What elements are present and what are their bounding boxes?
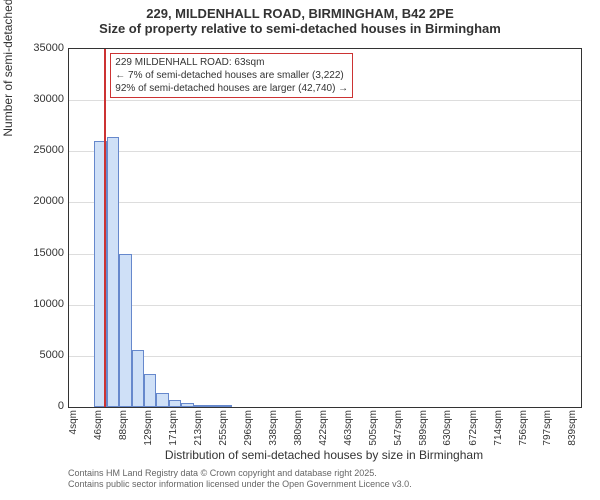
y-tick-label: 5000 bbox=[16, 349, 64, 361]
x-axis-title: Distribution of semi-detached houses by … bbox=[68, 448, 580, 462]
y-tick-label: 0 bbox=[16, 400, 64, 412]
histogram-bar bbox=[132, 350, 144, 407]
histogram-bar bbox=[119, 254, 132, 407]
histogram-bar bbox=[181, 403, 194, 407]
title-line1: 229, MILDENHALL ROAD, BIRMINGHAM, B42 2P… bbox=[0, 0, 600, 21]
y-tick-label: 20000 bbox=[16, 195, 64, 207]
histogram-bar bbox=[194, 405, 207, 407]
annotation-line3: 92% of semi-detached houses are larger (… bbox=[115, 82, 348, 95]
footer-line1: Contains HM Land Registry data © Crown c… bbox=[68, 468, 412, 479]
plot-area: 229 MILDENHALL ROAD: 63sqm ← 7% of semi-… bbox=[68, 48, 582, 408]
y-tick-label: 15000 bbox=[16, 247, 64, 259]
annotation-line2: ← 7% of semi-detached houses are smaller… bbox=[115, 69, 348, 82]
y-axis-title: Number of semi-detached properties bbox=[1, 0, 15, 137]
y-tick-label: 25000 bbox=[16, 144, 64, 156]
footer-text: Contains HM Land Registry data © Crown c… bbox=[68, 468, 412, 490]
annotation-line1: 229 MILDENHALL ROAD: 63sqm bbox=[115, 56, 348, 69]
histogram-bar bbox=[169, 400, 182, 407]
histogram-bar bbox=[107, 137, 120, 407]
histogram-bar bbox=[144, 374, 157, 407]
y-tick-label: 10000 bbox=[16, 298, 64, 310]
histogram-bar bbox=[219, 405, 232, 407]
footer-line2: Contains public sector information licen… bbox=[68, 479, 412, 490]
title-line2: Size of property relative to semi-detach… bbox=[0, 21, 600, 40]
chart-container: 229, MILDENHALL ROAD, BIRMINGHAM, B42 2P… bbox=[0, 0, 600, 500]
y-tick-label: 35000 bbox=[16, 42, 64, 54]
annotation-box: 229 MILDENHALL ROAD: 63sqm ← 7% of semi-… bbox=[110, 53, 353, 98]
histogram-bar bbox=[156, 393, 169, 407]
y-tick-label: 30000 bbox=[16, 93, 64, 105]
histogram-bar bbox=[207, 405, 220, 407]
